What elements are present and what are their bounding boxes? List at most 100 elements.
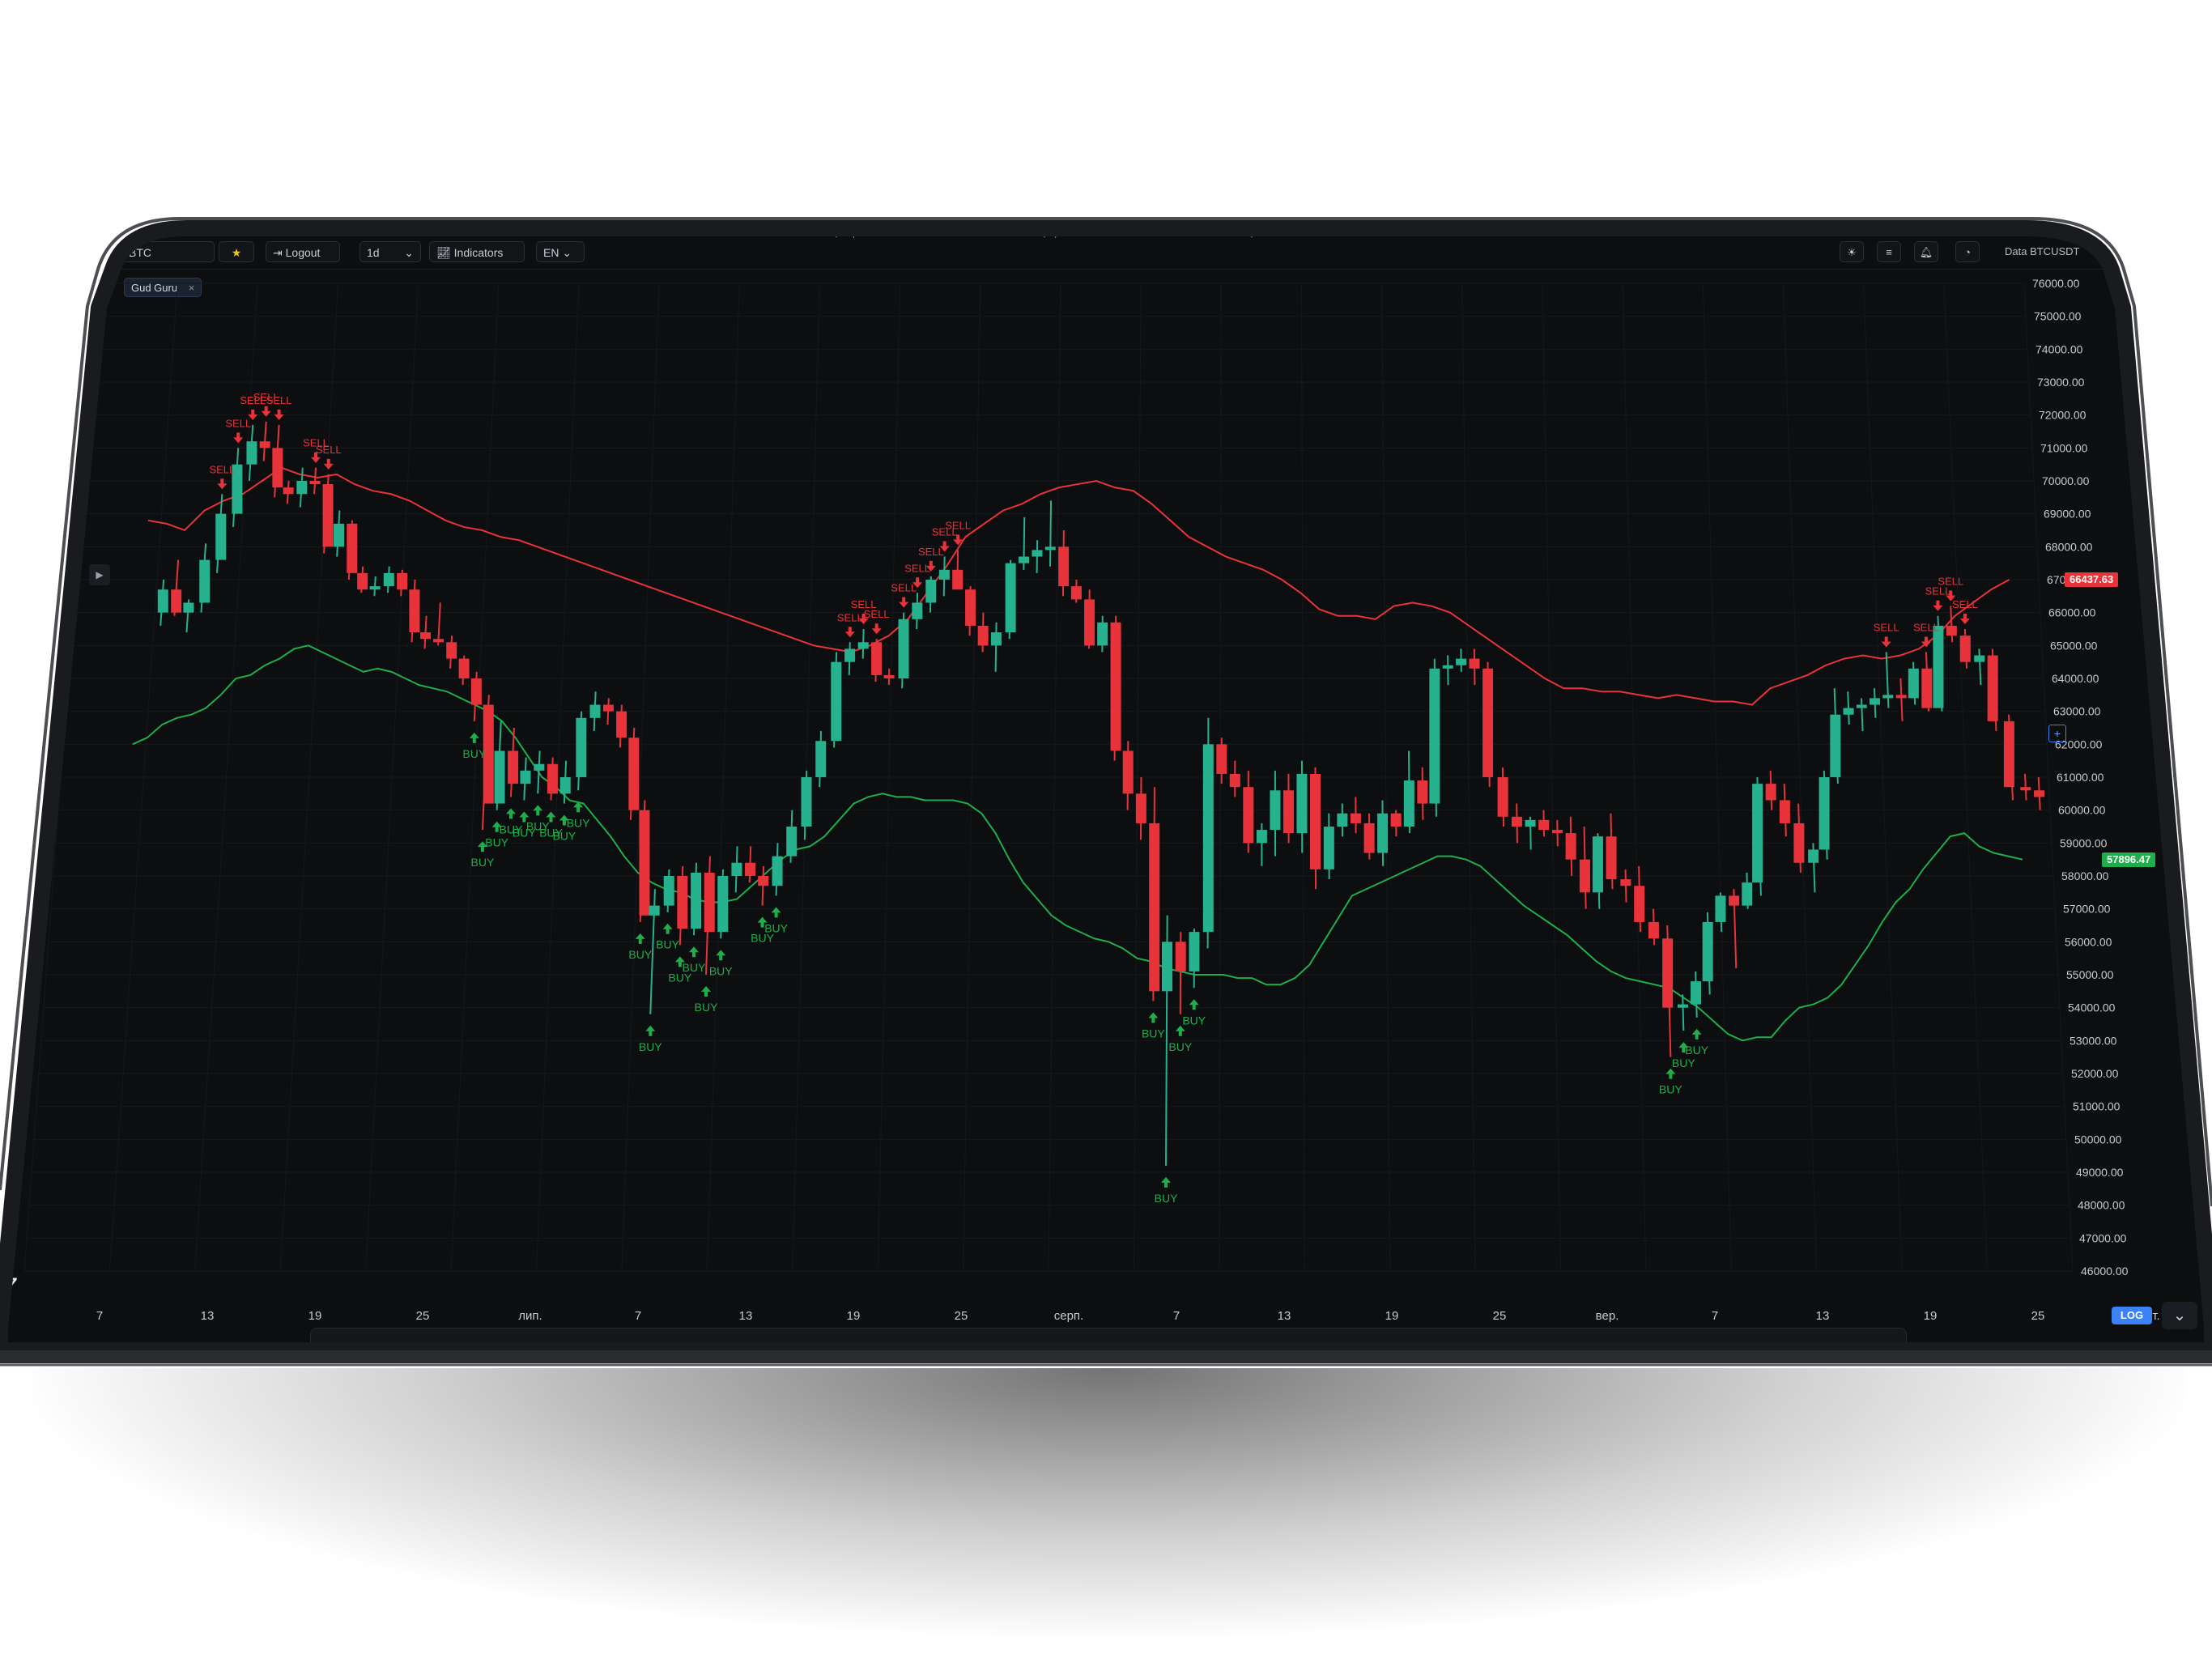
bottom-panel <box>310 1328 1907 1350</box>
crosshair-marker[interactable]: + <box>2048 725 2066 742</box>
time-axis-label: 13 <box>1278 1309 1291 1323</box>
buy-arrow-icon <box>1148 1012 1159 1023</box>
candle-body <box>1310 773 1321 869</box>
candle-body <box>745 862 756 876</box>
buy-signal-label: BUY <box>695 1001 718 1014</box>
candle-body <box>772 856 783 886</box>
candle-body <box>1882 695 1894 699</box>
candle-body <box>1921 668 1933 708</box>
price-axis-label: 58000.00 <box>2061 869 2109 882</box>
candle-body <box>1216 744 1227 774</box>
buy-signal-label: BUY <box>1168 1040 1192 1053</box>
sell-signal-label: SELL <box>266 394 292 406</box>
panel-button[interactable] <box>1825 1348 1882 1350</box>
panel-button[interactable] <box>1697 1348 1754 1350</box>
candle-body <box>1634 886 1645 922</box>
sell-signal-label: SELL <box>945 519 971 531</box>
candle-body <box>1442 665 1453 669</box>
candle-body <box>883 674 895 678</box>
candle-body <box>1959 636 1971 662</box>
candle-body <box>520 770 531 784</box>
candle-body <box>357 572 368 590</box>
candle-body <box>559 777 571 794</box>
candle-body <box>1456 658 1467 665</box>
candle-body <box>1229 773 1240 788</box>
price-axis-label: 74000.00 <box>2035 342 2083 355</box>
candle-body <box>1808 849 1819 863</box>
candle-body <box>589 704 601 718</box>
candle-body <box>1032 550 1043 557</box>
buy-arrow-icon <box>469 732 479 743</box>
panel-button[interactable] <box>1316 1348 1452 1350</box>
candle-wick <box>1682 994 1685 1031</box>
time-axis-label: 13 <box>1816 1309 1830 1323</box>
candle-wick <box>537 750 541 794</box>
candle-body <box>1579 859 1590 893</box>
panel-button-active[interactable] <box>1468 1348 1563 1350</box>
buy-signal-label: BUY <box>709 964 733 977</box>
candle-body <box>409 589 420 633</box>
panel-button[interactable] <box>1572 1348 1654 1350</box>
price-axis-label: 69000.00 <box>2044 508 2091 521</box>
candle-body <box>1202 744 1214 933</box>
time-axis-label: 7 <box>1173 1309 1180 1323</box>
candle-body <box>157 589 168 613</box>
buy-arrow-icon <box>701 986 712 997</box>
scroll-left-button[interactable]: ▶ <box>89 564 110 585</box>
log-scale-button[interactable]: LOG <box>2112 1307 2152 1324</box>
candle-body <box>1830 714 1841 777</box>
candle-body <box>965 589 976 626</box>
buy-arrow-icon <box>1189 999 1199 1010</box>
panel-button-active[interactable] <box>1759 1348 1818 1350</box>
candle-body <box>259 441 270 449</box>
sell-signal-label: SELL <box>1938 576 1963 588</box>
price-axis-label: 52000.00 <box>2071 1067 2119 1080</box>
time-axis-label: 25 <box>955 1309 968 1323</box>
plus-icon: + <box>2053 727 2061 740</box>
price-axis-label: 47000.00 <box>2079 1231 2127 1244</box>
candle-body <box>1175 942 1186 971</box>
collapse-panel-button[interactable]: ⌄ <box>2162 1302 2197 1329</box>
candle-body <box>1497 777 1508 817</box>
candle-body <box>1162 942 1173 992</box>
candle-body <box>1058 546 1070 587</box>
candle-body <box>1843 708 1854 715</box>
price-axis-label: 49000.00 <box>2076 1166 2124 1179</box>
time-axis-label: 25 <box>416 1309 430 1323</box>
buy-signal-label: BUY <box>764 921 788 934</box>
sell-arrow-icon <box>217 478 228 490</box>
candle-body <box>898 619 909 678</box>
buy-arrow-icon <box>533 805 543 816</box>
sell-arrow-icon <box>233 432 244 444</box>
candle-body <box>296 481 308 495</box>
candle-wick <box>262 421 267 461</box>
candle-wick <box>1885 652 1890 708</box>
candle-body <box>925 580 937 603</box>
candle-body <box>1690 981 1701 1005</box>
candle-body <box>990 632 1002 646</box>
candle-body <box>639 810 650 916</box>
buy-signal-label: BUY <box>683 961 706 974</box>
candle-wick <box>1950 606 1954 643</box>
candle-body <box>1005 563 1016 633</box>
candle-body <box>458 658 470 678</box>
candle-body <box>1256 830 1267 844</box>
sell-signal-label: SELL <box>209 463 235 475</box>
candle-body <box>1525 819 1536 827</box>
candle-body <box>547 763 558 794</box>
candle-body <box>758 876 769 886</box>
candle-wick <box>994 622 998 672</box>
price-axis-label: 51000.00 <box>2073 1100 2121 1113</box>
time-axis-label: 7 <box>635 1309 641 1323</box>
price-axis-label: 56000.00 <box>2065 935 2112 948</box>
candle-body <box>1620 879 1631 886</box>
price-axis-label: 70000.00 <box>2042 474 2090 487</box>
candle-body <box>309 481 321 485</box>
candle-body <box>215 513 227 560</box>
candle-body <box>1662 938 1674 1008</box>
candle-body <box>616 711 627 738</box>
candle-body <box>1895 695 1907 699</box>
